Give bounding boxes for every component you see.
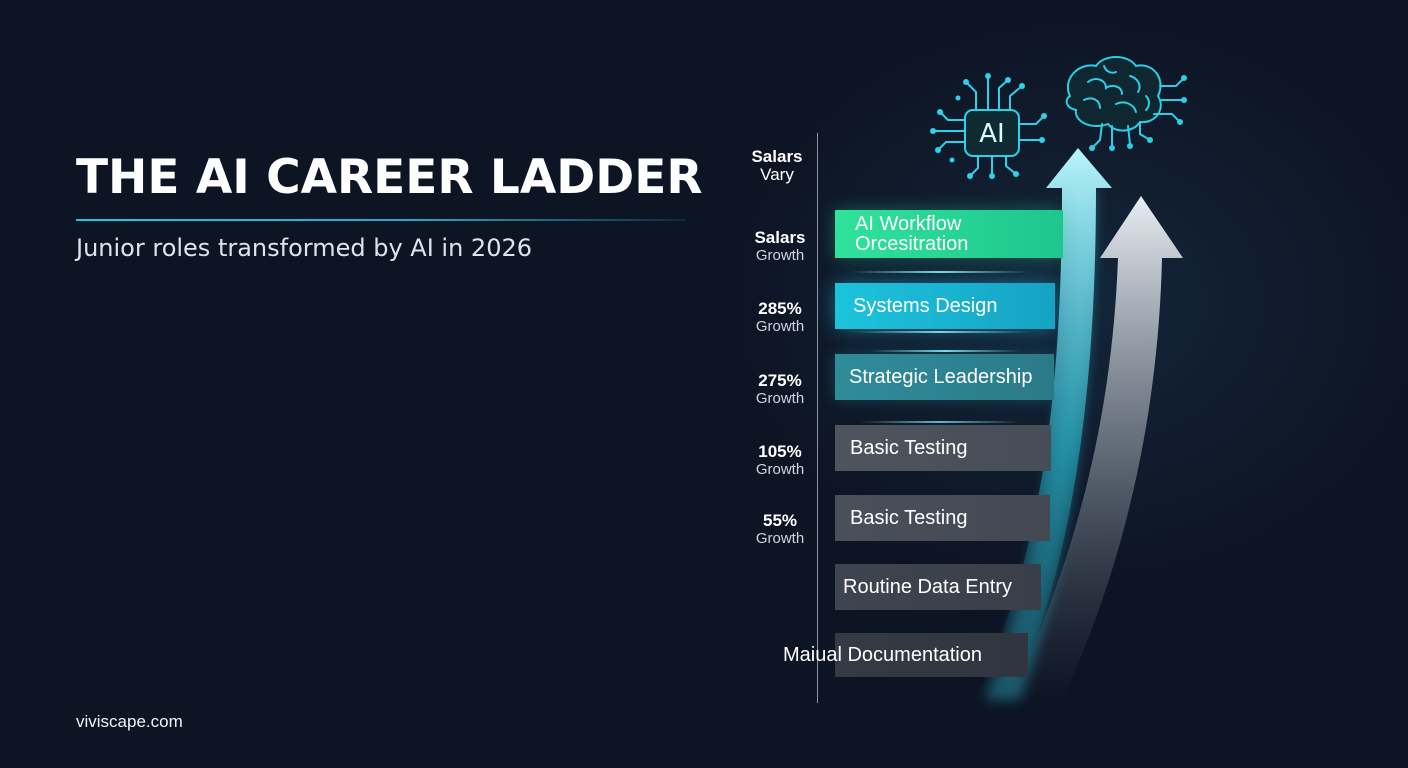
- role-bar-systems-design: Systems Design: [835, 283, 1055, 329]
- glow-divider: [860, 421, 1020, 423]
- row-unit: Vary: [760, 165, 794, 184]
- arrow-up-icon: [1010, 196, 1183, 700]
- row-value: 55%: [762, 511, 798, 530]
- row-label: Salars Vary: [742, 148, 812, 184]
- role-label: Strategic Leadership: [849, 365, 1033, 388]
- role-bar-ai-workflow: AI Workflow Orcesitration: [835, 210, 1063, 258]
- row-label: 105% Growth: [745, 443, 815, 479]
- role-label: Maiual Documentation: [783, 643, 982, 666]
- role-label: Systems Design: [853, 294, 998, 317]
- role-label: Basic Testing: [850, 436, 968, 459]
- circuit-nodes: [930, 73, 1047, 179]
- circuit-chip-icon: [934, 77, 1045, 177]
- row-unit: Growth: [755, 247, 805, 264]
- role-label-line: AI Workflow: [855, 213, 962, 235]
- role-bar-manual-documentation: Maiual Documentation: [783, 633, 1028, 677]
- row-value: 285%: [758, 299, 802, 318]
- row-value: 105%: [758, 442, 802, 461]
- brain-circuit-icon: [1065, 56, 1185, 149]
- row-unit: Growth: [755, 530, 805, 547]
- glow-divider: [870, 350, 1020, 352]
- ladder-axis: [817, 133, 818, 703]
- row-label: Salars Growth: [745, 229, 815, 265]
- role-bar-basic-testing: Basic Testing: [835, 495, 1050, 541]
- row-value: Salars: [754, 228, 806, 247]
- glow-divider: [850, 331, 1030, 333]
- role-bar-routine-data-entry: Routine Data Entry: [835, 564, 1041, 610]
- brain-nodes: [1089, 75, 1187, 151]
- glow-divider: [850, 271, 1030, 273]
- title-divider: [76, 219, 686, 221]
- row-value: Salars: [751, 147, 803, 166]
- chip-label: AI: [979, 119, 1005, 149]
- row-unit: Growth: [755, 390, 805, 407]
- role-bar-basic-testing: Basic Testing: [835, 425, 1051, 471]
- role-label: Basic Testing: [850, 506, 968, 529]
- page-subtitle: Junior roles transformed by AI in 2026: [76, 234, 532, 262]
- arrow-up-icon: [975, 148, 1112, 700]
- row-label: 285% Growth: [745, 300, 815, 336]
- role-label-line: Orcesitration: [855, 233, 969, 255]
- row-label: 55% Growth: [745, 512, 815, 548]
- row-label: 275% Growth: [745, 372, 815, 408]
- brand-url: viviscape.com: [76, 712, 183, 731]
- page-title: THE AI CAREER LADDER: [76, 150, 703, 205]
- row-unit: Growth: [755, 461, 805, 478]
- row-unit: Growth: [755, 318, 805, 335]
- role-label: Routine Data Entry: [843, 575, 1012, 598]
- row-value: 275%: [758, 371, 802, 390]
- role-bar-strategic-leadership: Strategic Leadership: [835, 354, 1054, 400]
